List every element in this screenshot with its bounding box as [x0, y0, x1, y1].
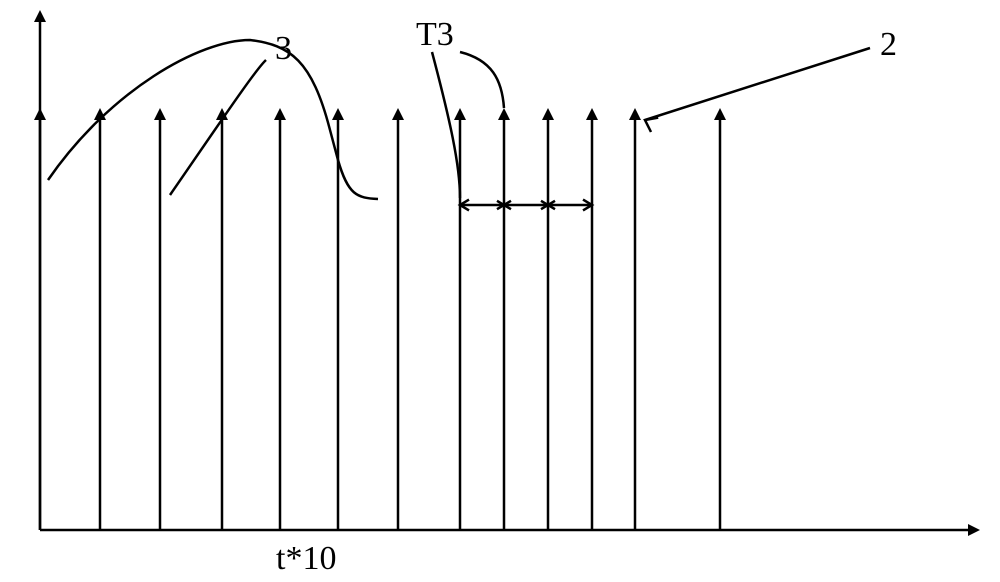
label-t10: t*10: [276, 540, 336, 578]
label-3: 3: [275, 30, 292, 68]
diagram-canvas: 3 T3 2 t*10: [0, 0, 1000, 582]
diagram-svg: [0, 0, 1000, 582]
label-t3: T3: [416, 16, 454, 54]
label-2: 2: [880, 26, 897, 64]
